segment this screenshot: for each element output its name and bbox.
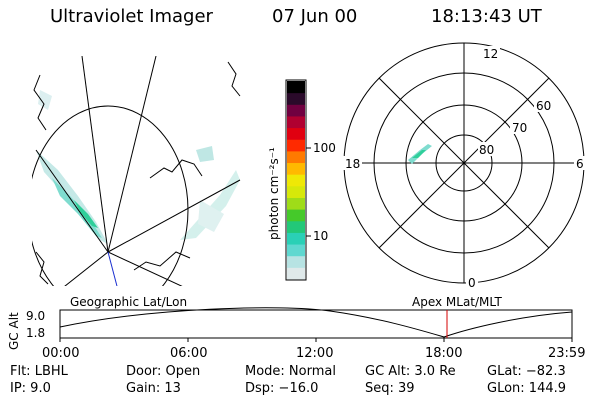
x-tick-0600: 06:00 [170, 346, 207, 361]
colorbar-segment [287, 115, 305, 129]
gain-status: Gain: 13 [126, 381, 181, 396]
lat-label-80: 80 [479, 143, 494, 157]
colorbar-segment [287, 267, 305, 280]
geographic-map [32, 56, 241, 286]
colorbar-segment [287, 232, 305, 245]
polar-labels: 12 18 6 0 60 70 80 [342, 46, 586, 290]
colorbar-segment [287, 220, 305, 233]
polar-dial [343, 42, 585, 284]
dsp-status: Dsp: −16.0 [245, 381, 319, 396]
flt-status: Flt: LBHL [10, 364, 68, 379]
timeline-right-caption: Apex MLat/MLT [412, 295, 502, 309]
lat-label-60: 60 [536, 99, 551, 113]
colorbar-segment [287, 139, 305, 152]
colorbar-segment [287, 244, 305, 257]
timeline-axis-title: GC Alt [7, 312, 21, 350]
color-bar: 100 10 photon cm⁻²s⁻¹ [267, 79, 336, 281]
mlt-label-12: 12 [483, 47, 498, 61]
colorbar-segment [287, 255, 305, 268]
x-tick-0000: 00:00 [42, 346, 79, 361]
colorbar-tick-100: 100 [313, 141, 336, 155]
colorbar-segment [287, 197, 305, 210]
time-label: 18:13:43 UT [431, 6, 542, 27]
colorbar-units-label: photon cm⁻²s⁻¹ [267, 147, 281, 240]
x-tick-1800: 18:00 [425, 346, 462, 361]
x-tick-1200: 12:00 [296, 346, 333, 361]
door-status: Door: Open [126, 364, 201, 379]
glon-status: GLon: 144.9 [487, 381, 567, 396]
colorbar-segment [287, 92, 305, 105]
colorbar-segment [287, 81, 305, 94]
polar-emission [408, 144, 432, 164]
colorbar-segment [287, 150, 305, 164]
graticule [32, 56, 241, 286]
colorbar-segment [287, 174, 305, 187]
lat-label-70: 70 [512, 121, 527, 135]
gc-alt-status: GC Alt: 3.0 Re [365, 364, 456, 379]
y-tick-9: 9.0 [26, 309, 45, 323]
seq-status: Seq: 39 [365, 381, 415, 396]
app-title: Ultraviolet Imager [50, 6, 213, 27]
mlt-label-0: 0 [468, 276, 476, 290]
colorbar-segment [287, 185, 305, 198]
altitude-timeline: Geographic Lat/Lon Apex MLat/MLT GC Alt … [7, 295, 585, 361]
date-label: 07 Jun 00 [272, 6, 358, 27]
colorbar-segment [287, 162, 305, 175]
colorbar-tick-10: 10 [313, 229, 328, 243]
y-tick-1-8: 1.8 [26, 326, 45, 340]
mlt-label-6: 6 [576, 157, 584, 171]
x-tick-2359: 23:59 [548, 346, 585, 361]
mlt-label-18: 18 [345, 157, 360, 171]
glat-status: GLat: −82.3 [487, 364, 566, 379]
mode-status: Mode: Normal [245, 364, 336, 379]
colorbar-segment [287, 104, 305, 117]
colorbar-segment [287, 209, 305, 222]
timeline-left-caption: Geographic Lat/Lon [70, 295, 187, 309]
coastlines [33, 61, 241, 285]
ip-status: IP: 9.0 [10, 381, 51, 396]
colorbar-segment [287, 127, 305, 140]
altitude-curve [59, 307, 573, 338]
